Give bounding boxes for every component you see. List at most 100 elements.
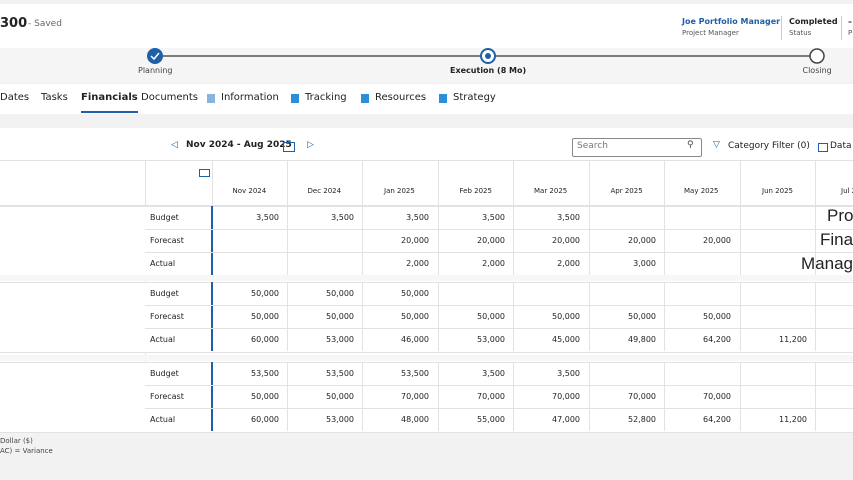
cell-value: 64,200: [703, 415, 731, 424]
cell-value: 50,000: [477, 312, 505, 321]
cell-value: 64,200: [703, 335, 731, 344]
column-header: Nov 2024: [232, 187, 267, 195]
cell-value: 3,500: [482, 369, 505, 378]
column-header: Mar 2025: [534, 187, 568, 195]
footnote: AC) = Variance: [0, 447, 53, 455]
step-next: [809, 48, 825, 64]
cell-value: 3,500: [482, 213, 505, 222]
tab[interactable]: Information: [221, 92, 279, 103]
column-header: May 2025: [684, 187, 719, 195]
tab-icon: [291, 94, 299, 103]
stepper-track: [147, 48, 825, 64]
cell-value: 60,000: [251, 415, 279, 424]
cell-value: 55,000: [477, 415, 505, 424]
cell-value: 48,000: [401, 415, 429, 424]
group-gap: [0, 355, 853, 361]
vline: [589, 206, 590, 275]
check-icon: [150, 52, 160, 61]
tab[interactable]: Financials: [81, 92, 138, 103]
save-status: - Saved: [28, 19, 62, 29]
next-arrow[interactable]: ▷: [307, 140, 314, 150]
vline: [740, 282, 741, 351]
header-bar: [0, 4, 853, 48]
cell-value: 50,000: [703, 312, 731, 321]
cell-value: 50,000: [326, 312, 354, 321]
data-button[interactable]: Data: [830, 141, 852, 151]
cell-value: 3,500: [256, 213, 279, 222]
step-label[interactable]: Planning: [138, 66, 173, 75]
group-bg: [0, 362, 853, 433]
row-label: Forecast: [150, 312, 184, 321]
cell-value: 52,800: [628, 415, 656, 424]
tab-bar: [0, 84, 853, 114]
cell-value: 20,000: [628, 236, 656, 245]
tab[interactable]: Tracking: [305, 92, 347, 103]
row-label: Forecast: [150, 392, 184, 401]
cell-value: 3,500: [331, 213, 354, 222]
search-box[interactable]: [572, 138, 702, 157]
cell-value: 70,000: [552, 392, 580, 401]
row-label: Forecast: [150, 236, 184, 245]
vline: [438, 206, 439, 275]
column-icon: [199, 169, 210, 177]
column-header: Jul 2: [841, 187, 853, 195]
vline: [287, 206, 288, 275]
vline: [438, 362, 439, 431]
column-header: Apr 2025: [610, 187, 643, 195]
hline: [0, 160, 853, 161]
step-label[interactable]: Closing: [802, 66, 832, 75]
vline: [589, 160, 590, 205]
cell-value: 45,000: [552, 335, 580, 344]
cell-value: 50,000: [401, 289, 429, 298]
cell-value: 46,000: [401, 335, 429, 344]
tab[interactable]: Resources: [375, 92, 427, 103]
cell-value: 11,200: [779, 335, 807, 344]
vline: [664, 206, 665, 275]
vline: [287, 362, 288, 431]
cell-value: 2,000: [406, 259, 429, 268]
cell-value: 50,000: [628, 312, 656, 321]
tab[interactable]: Dates: [0, 92, 30, 103]
tab[interactable]: Documents: [141, 92, 199, 103]
cell-value: 3,500: [406, 213, 429, 222]
cell-value: 53,500: [326, 369, 354, 378]
vline: [287, 282, 288, 351]
vline: [513, 160, 514, 205]
vline: [211, 206, 213, 275]
vline: [211, 362, 213, 431]
row-label: Actual: [150, 259, 176, 268]
vline: [664, 282, 665, 351]
status-label: Status: [789, 29, 812, 37]
vline: [438, 282, 439, 351]
cell-value: 53,000: [326, 415, 354, 424]
calendar-icon[interactable]: [283, 142, 295, 152]
cell-value: 47,000: [552, 415, 580, 424]
cell-value: 11,200: [779, 415, 807, 424]
overlay-text: Manag: [801, 254, 853, 273]
prev-arrow[interactable]: ◁: [171, 140, 178, 150]
tab-icon: [361, 94, 369, 103]
project-id: 300: [0, 16, 28, 31]
divider: [781, 16, 782, 40]
cell-value: 3,500: [557, 369, 580, 378]
cell-value: 70,000: [628, 392, 656, 401]
tab[interactable]: Tasks: [41, 92, 68, 103]
hline: [145, 385, 853, 386]
cell-value: 20,000: [477, 236, 505, 245]
vline: [513, 362, 514, 431]
step-label[interactable]: Execution (8 Mo): [450, 66, 527, 75]
cell-value: 53,500: [401, 369, 429, 378]
category-filter[interactable]: Category Filter (0): [728, 141, 810, 151]
tab-underline: [81, 111, 138, 113]
manager-name: Joe Portfolio Manager: [682, 17, 781, 26]
vline: [740, 160, 741, 205]
step-done: [147, 48, 163, 64]
cell-value: 70,000: [401, 392, 429, 401]
extra-label: P: [848, 29, 853, 37]
tab[interactable]: Strategy: [453, 92, 496, 103]
vline: [212, 160, 213, 205]
row-label: Actual: [150, 335, 176, 344]
group-gap: [0, 275, 853, 281]
vline: [664, 160, 665, 205]
